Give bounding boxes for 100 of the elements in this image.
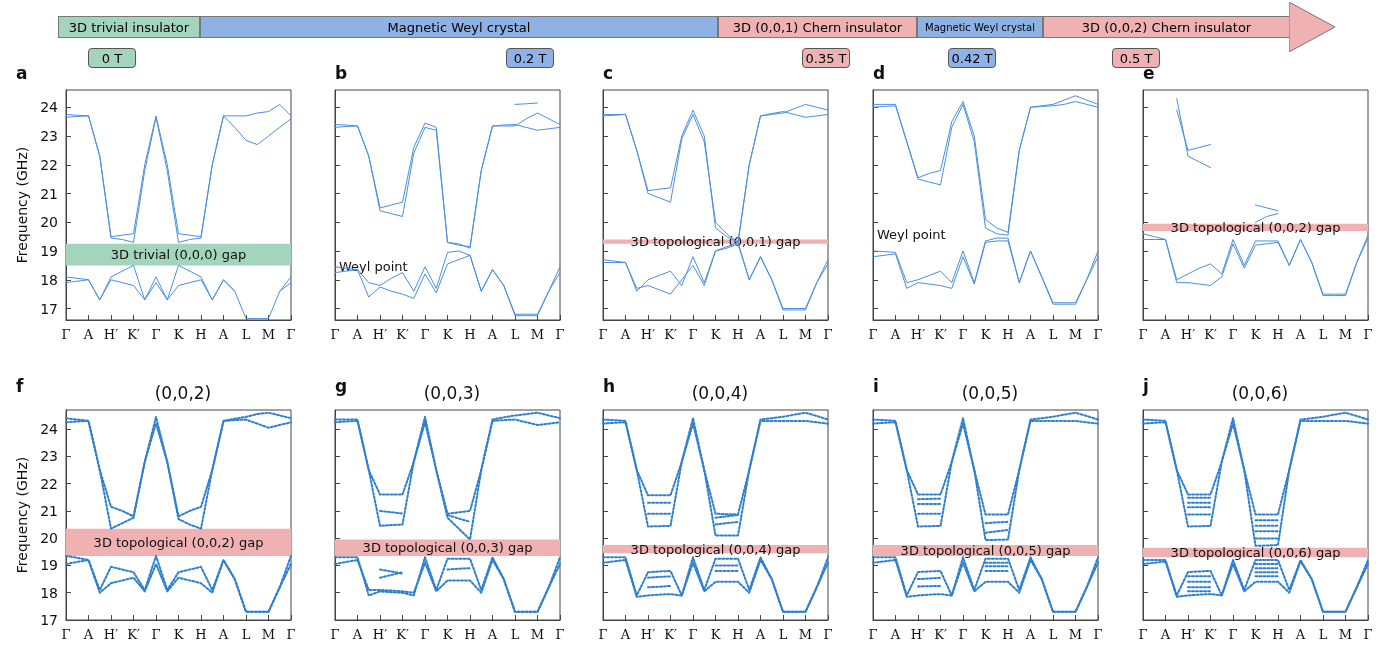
x-tick-label: A: [889, 327, 901, 342]
x-tick-label: H: [732, 627, 744, 642]
x-tick-label: H′: [640, 327, 656, 342]
y-tick-label: 18: [40, 271, 58, 288]
x-tick-label: Γ: [420, 627, 430, 642]
x-tick-label: Γ: [958, 327, 968, 342]
x-tick-label: K: [173, 327, 184, 342]
x-tick-label: M: [1338, 627, 1353, 642]
x-tick-label: M: [798, 627, 813, 642]
text: d: [873, 62, 886, 83]
x-tick-label: A: [351, 327, 363, 342]
y-tick-label: 21: [40, 502, 58, 519]
x-tick-label: A: [486, 627, 498, 642]
x-tick-label: M: [1068, 327, 1083, 342]
x-tick-label: M: [1338, 327, 1353, 342]
y-tick-label: 19: [40, 243, 58, 259]
x-tick-label: A: [754, 327, 766, 342]
x-tick-label: Γ: [555, 327, 565, 342]
text: 0.42 T: [948, 48, 996, 68]
band-label: 3D topological (0,0,4) gap: [630, 541, 801, 557]
text: Magnetic Weyl crystal: [200, 16, 718, 38]
x-tick-label: H′: [640, 627, 656, 642]
x-tick-label: A: [217, 327, 229, 342]
text: j: [1142, 375, 1149, 396]
x-tick-label: H′: [103, 327, 119, 342]
y-tick-label: 23: [40, 448, 58, 465]
x-tick-label: K: [1250, 627, 1261, 642]
x-tick-label: Γ: [958, 627, 968, 642]
x-tick-label: Γ: [1093, 627, 1103, 642]
y-tick-label: 20: [40, 530, 58, 547]
y-axis-title: Frequency (GHz): [14, 146, 31, 264]
y-tick-label: 24: [40, 421, 59, 438]
x-tick-label: K: [980, 627, 991, 642]
y-axis-title: Frequency (GHz): [14, 456, 31, 574]
x-tick-label: L: [1048, 327, 1058, 342]
x-tick-label: A: [889, 627, 901, 642]
x-tick-label: A: [82, 327, 94, 342]
x-tick-label: H′: [1180, 627, 1196, 642]
x-tick-label: H′: [1180, 327, 1196, 342]
x-tick-label: H′: [372, 627, 388, 642]
x-tick-label: Γ: [1363, 327, 1373, 342]
chart-title: (0,0,5): [961, 382, 1019, 403]
text: Magnetic Weyl crystal: [917, 16, 1043, 38]
text: g: [335, 375, 348, 396]
x-tick-label: A: [1159, 327, 1171, 342]
x-tick-label: Γ: [151, 627, 161, 642]
x-tick-label: K′: [127, 627, 140, 642]
y-tick-label: 18: [40, 584, 58, 601]
x-tick-label: M: [261, 627, 276, 642]
x-tick-label: K′: [664, 627, 677, 642]
y-tick-label: 22: [40, 156, 58, 173]
y-tick-label: 20: [40, 214, 58, 231]
x-tick-label: K′: [127, 327, 140, 342]
x-tick-label: A: [486, 327, 498, 342]
band-label: 3D topological (0,0,2) gap: [1170, 219, 1341, 235]
x-tick-label: K′: [664, 327, 677, 342]
annotation: Weyl point: [877, 227, 946, 242]
x-tick-label: M: [530, 627, 545, 642]
x-tick-label: K′: [396, 627, 409, 642]
x-tick-label: H: [1272, 327, 1284, 342]
x-tick-label: Γ: [598, 627, 608, 642]
x-tick-label: K: [173, 627, 184, 642]
x-tick-label: Γ: [823, 627, 833, 642]
x-tick-label: H′: [910, 627, 926, 642]
chart-title: (0,0,6): [1231, 382, 1289, 403]
x-tick-label: H: [1002, 327, 1014, 342]
chart-title: (0,0,3): [423, 382, 481, 403]
x-tick-label: Γ: [555, 627, 565, 642]
text: 0.35 T: [802, 48, 850, 68]
y-tick-label: 23: [40, 128, 58, 144]
x-tick-label: K: [710, 627, 721, 642]
x-tick-label: L: [1318, 627, 1328, 642]
x-tick-label: H: [195, 627, 207, 642]
x-tick-label: H: [732, 327, 744, 342]
text: c: [603, 62, 614, 83]
y-tick-label: 24: [40, 99, 59, 116]
x-tick-label: H′: [103, 627, 119, 642]
band-label: 3D trivial (0,0,0) gap: [110, 247, 247, 263]
x-tick-label: Γ: [868, 327, 878, 342]
x-tick-label: A: [1159, 627, 1171, 642]
x-tick-label: H: [1272, 627, 1284, 642]
x-tick-label: M: [530, 327, 545, 342]
x-tick-label: Γ: [823, 327, 833, 342]
chart-title: (0,0,4): [691, 382, 749, 403]
band-label: 3D topological (0,0,5) gap: [900, 542, 1071, 558]
text: 0.2 T: [506, 48, 554, 68]
x-tick-label: L: [1318, 327, 1328, 342]
x-tick-label: Γ: [1138, 627, 1148, 642]
text: 0 T: [88, 48, 136, 68]
band-label: 3D topological (0,0,6) gap: [1170, 545, 1341, 560]
chart-title: (0,0,2): [154, 382, 212, 403]
x-tick-label: L: [241, 327, 251, 342]
band-label: 3D topological (0,0,2) gap: [93, 534, 264, 550]
text: b: [335, 62, 348, 83]
x-tick-label: L: [778, 327, 788, 342]
text: 3D (0,0,2) Chern insulator: [1043, 16, 1290, 38]
text: 3D (0,0,1) Chern insulator: [718, 16, 917, 38]
x-tick-label: A: [1294, 327, 1306, 342]
x-tick-label: Γ: [868, 627, 878, 642]
x-tick-label: K: [442, 627, 453, 642]
